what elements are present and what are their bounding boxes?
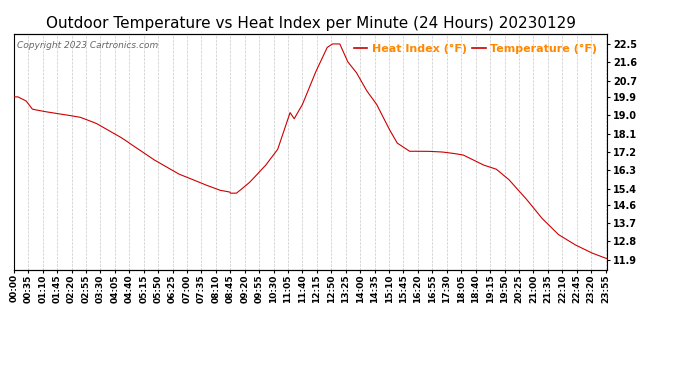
Title: Outdoor Temperature vs Heat Index per Minute (24 Hours) 20230129: Outdoor Temperature vs Heat Index per Mi… xyxy=(46,16,575,31)
Legend: Heat Index (°F), Temperature (°F): Heat Index (°F), Temperature (°F) xyxy=(350,39,602,58)
Text: Copyright 2023 Cartronics.com: Copyright 2023 Cartronics.com xyxy=(17,41,158,50)
